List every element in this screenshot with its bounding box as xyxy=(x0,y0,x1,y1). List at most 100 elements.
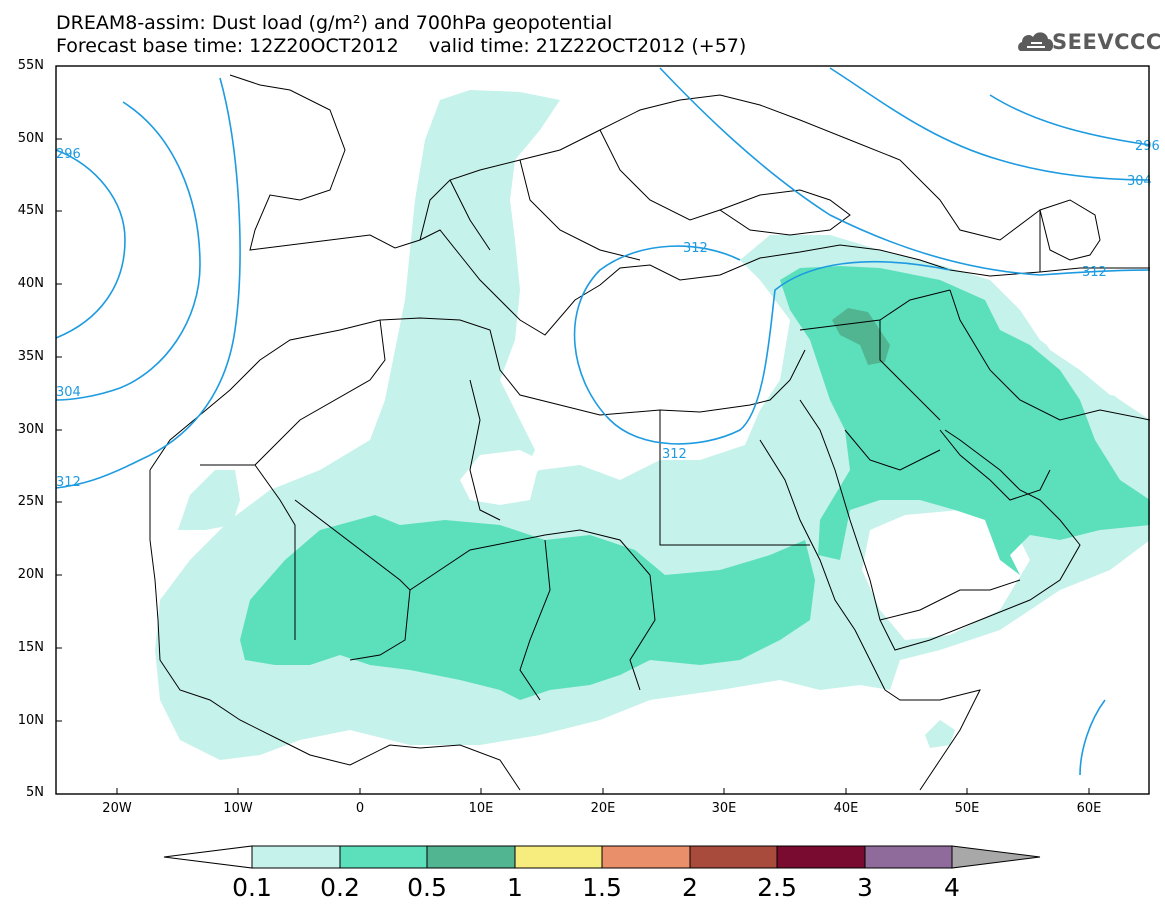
map-title: DREAM8-assim: Dust load (g/m²) and 700hP… xyxy=(56,12,613,34)
dust-level-high xyxy=(832,308,890,365)
lon-label: 10W xyxy=(223,801,253,816)
lat-label: 50N xyxy=(17,131,44,146)
clear-area-libya xyxy=(460,450,540,505)
colorbar-label: 1.5 xyxy=(582,873,622,902)
border-europe-2 xyxy=(519,159,641,261)
colorbar-label: 3 xyxy=(857,873,873,902)
lon-label: 10E xyxy=(468,801,494,816)
colorbar xyxy=(163,845,1041,869)
coastline-west-africa xyxy=(149,470,521,791)
border-iraq-saudi xyxy=(844,429,941,471)
border-middle-east-1 xyxy=(799,289,951,331)
colorbar-swatch xyxy=(426,845,516,869)
contour-label: 304 xyxy=(56,385,81,400)
dust-area-sahel xyxy=(240,515,815,700)
contour-312-east xyxy=(1079,699,1106,776)
contour-label: 312 xyxy=(56,475,81,490)
lon-label: 50E xyxy=(954,801,980,816)
border-russia xyxy=(849,139,1041,241)
colorbar-label: 0.1 xyxy=(232,873,272,902)
lat-label: 20N xyxy=(17,567,44,582)
contour-304-west xyxy=(55,101,201,401)
colorbar-swatch xyxy=(251,845,341,869)
colorbar-label: 1 xyxy=(507,873,523,902)
contour-label: 296 xyxy=(1135,139,1160,154)
lat-label: 40N xyxy=(17,276,44,291)
contour-label: 312 xyxy=(662,447,687,462)
colorbar-swatch xyxy=(864,845,953,869)
contour-304-north xyxy=(829,67,1151,181)
border-egypt-libya xyxy=(659,410,810,546)
contour-296-north xyxy=(989,94,1151,146)
tick-marks xyxy=(56,65,1090,794)
border-libya-algeria xyxy=(469,379,501,521)
coastline-persian-gulf xyxy=(939,429,1051,501)
colorbar-label: 0.5 xyxy=(407,873,447,902)
border-sahara-2 xyxy=(294,499,651,591)
coastline-black-sea xyxy=(718,189,851,236)
contour-labels: 296 304 312 312 312 312 304 296 xyxy=(56,139,1160,490)
border-europe-4 xyxy=(449,179,491,251)
clear-area-med xyxy=(525,330,760,455)
coastline-north-africa xyxy=(149,317,806,471)
contour-label: 312 xyxy=(683,241,708,256)
contour-label: 296 xyxy=(56,147,81,162)
border-arabia-yemen xyxy=(879,579,1021,621)
contour-296 xyxy=(55,149,126,339)
colorbar-swatch xyxy=(689,845,778,869)
lon-label: 40E xyxy=(833,801,859,816)
contour-312-west xyxy=(55,77,241,489)
coastline-arabia xyxy=(799,399,1081,651)
contour-label: 312 xyxy=(1082,265,1107,280)
border-iran xyxy=(949,289,1151,421)
colorbar-label: 0.2 xyxy=(320,873,360,902)
lon-label: 0 xyxy=(355,801,365,816)
colorbar-label: 2.5 xyxy=(757,873,797,902)
border-chad-sudan xyxy=(629,574,656,691)
border-sahara-1 xyxy=(200,464,296,640)
colorbar-swatch xyxy=(514,845,603,869)
clear-area-iran xyxy=(1030,315,1150,400)
lat-label: 45N xyxy=(17,203,44,218)
border-middle-east-2 xyxy=(879,320,941,421)
colorbar-swatch xyxy=(601,845,691,869)
border-europe-3 xyxy=(599,129,721,221)
logo-text: SEEVCCC xyxy=(1052,30,1162,54)
coastline-horn xyxy=(884,689,981,791)
colorbar-swatch xyxy=(776,845,866,869)
lat-label: 15N xyxy=(17,640,44,655)
colorbar-right-arrow xyxy=(951,845,1041,869)
lon-label: 60E xyxy=(1076,801,1102,816)
map-subtitle: Forecast base time: 12Z20OCT2012 valid t… xyxy=(56,35,747,57)
lon-label: 30E xyxy=(711,801,737,816)
lat-label: 5N xyxy=(26,785,44,800)
cloud-logo-icon xyxy=(1018,32,1054,51)
lat-label: 10N xyxy=(17,713,44,728)
clear-area-arabia xyxy=(862,510,1030,640)
country-borders xyxy=(149,74,1151,791)
lat-label: 55N xyxy=(17,58,44,73)
colorbar-left-arrow xyxy=(163,845,253,869)
contour-label: 304 xyxy=(1127,174,1152,189)
colorbar-label: 2 xyxy=(682,873,698,902)
lon-label: 20E xyxy=(590,801,616,816)
lat-label: 25N xyxy=(17,494,44,509)
geopotential-contours xyxy=(55,67,1151,776)
contour-312-med xyxy=(573,245,951,445)
border-algeria-morocco xyxy=(254,319,386,466)
coastline-europe xyxy=(229,74,1150,336)
colorbar-label: 4 xyxy=(944,873,960,902)
lat-label: 30N xyxy=(17,422,44,437)
lon-label: 20W xyxy=(102,801,132,816)
dust-area-iraq xyxy=(832,308,890,365)
colorbar-swatch xyxy=(339,845,428,869)
clear-areas xyxy=(460,315,1150,640)
contour-312-north xyxy=(659,67,1151,276)
dust-area-somalia xyxy=(925,720,955,748)
border-niger-chad xyxy=(519,539,551,701)
coastline-caspian xyxy=(1039,199,1101,261)
border-sahara-3 xyxy=(349,589,411,661)
coastline-red-sea xyxy=(759,439,886,691)
lat-label: 35N xyxy=(17,349,44,364)
